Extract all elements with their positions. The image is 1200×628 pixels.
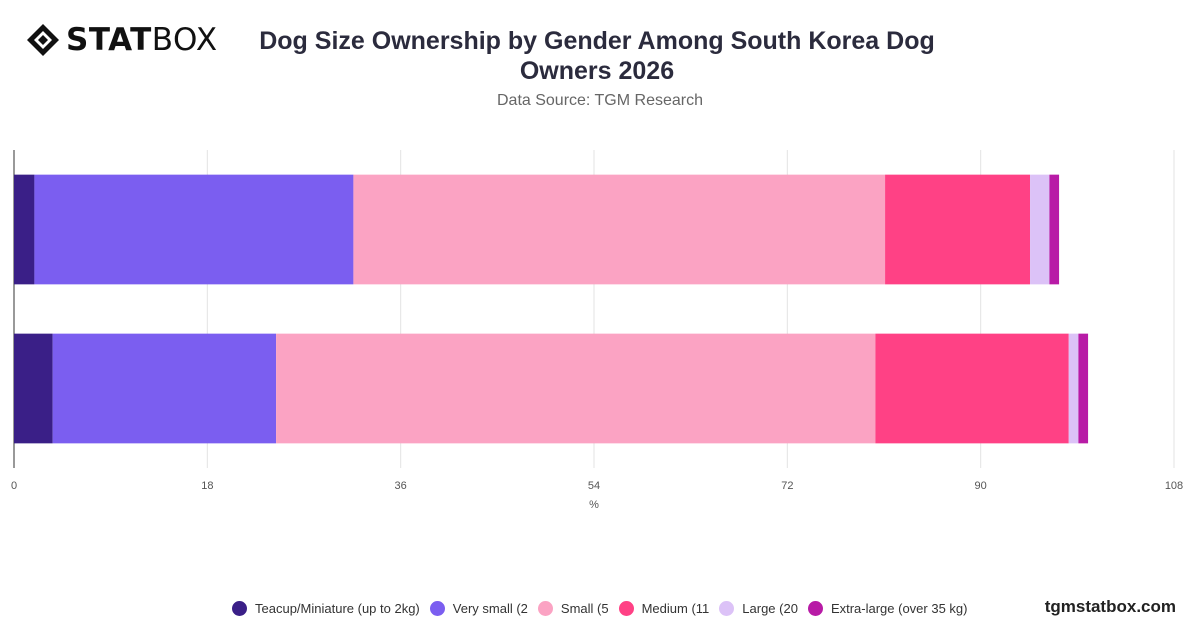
- legend-item[interactable]: Small (5: [537, 601, 609, 616]
- bar-segment-2-3: [276, 333, 876, 444]
- x-tick-label: 90: [975, 480, 987, 492]
- bar-segment-1-6: [1049, 174, 1060, 285]
- diamond-logo-icon: [27, 24, 59, 56]
- legend-label: Small (5: [560, 601, 609, 616]
- brand-url[interactable]: tgmstatbox.com: [1044, 597, 1176, 616]
- x-tick-label: 54: [588, 480, 600, 492]
- bar-segment-2-4: [875, 333, 1069, 444]
- x-tick-label: 36: [395, 480, 407, 492]
- legend-swatch: [537, 601, 553, 616]
- chart-title: Dog Size Ownership by Gender Among South…: [259, 27, 935, 85]
- legend-swatch: [618, 601, 634, 616]
- x-tick-label: 18: [201, 480, 213, 492]
- x-axis-title: %: [589, 499, 599, 511]
- chart-subtitle: Data Source: TGM Research: [496, 92, 703, 109]
- x-tick-label: 72: [781, 480, 793, 492]
- legend-label: Medium (11: [641, 601, 710, 616]
- bar-segment-1-3: [353, 174, 886, 285]
- statbox-logo: STATBOX: [26, 22, 218, 58]
- bar-segment-1-2: [34, 174, 354, 285]
- legend-swatch: [807, 601, 823, 616]
- logo-wordmark: STATBOX: [66, 22, 218, 58]
- bar-segment-2-5: [1068, 333, 1079, 444]
- x-tick-label: 108: [1165, 480, 1183, 492]
- legend-swatch: [429, 601, 445, 616]
- bar-segment-2-6: [1078, 333, 1089, 444]
- x-tick-label: 0: [11, 480, 17, 492]
- bar-segment-2-2: [52, 333, 277, 444]
- bar-segment-1-1: [14, 174, 35, 285]
- legend-label: Teacup/Miniature (up to 2kg): [255, 601, 420, 616]
- legend-item[interactable]: Teacup/Miniature (up to 2kg): [232, 601, 420, 616]
- legend-label: Large (20: [742, 601, 798, 616]
- legend-label: Extra-large (over 35 kg): [830, 601, 968, 616]
- legend-item[interactable]: Extra-large (over 35 kg): [807, 601, 968, 616]
- bar-segment-1-5: [1030, 174, 1050, 285]
- legend-item[interactable]: Medium (11: [618, 601, 710, 616]
- legend-item[interactable]: Large (20: [719, 601, 798, 616]
- bar-segment-2-1: [14, 333, 53, 444]
- chart-legend: Teacup/Miniature (up to 2kg) Very small (…: [232, 601, 978, 616]
- bar-segment-1-4: [885, 174, 1031, 285]
- legend-swatch: [232, 601, 247, 616]
- legend-swatch: [719, 601, 735, 616]
- legend-item[interactable]: Very small (2: [429, 601, 528, 616]
- legend-label: Very small (2: [452, 601, 528, 616]
